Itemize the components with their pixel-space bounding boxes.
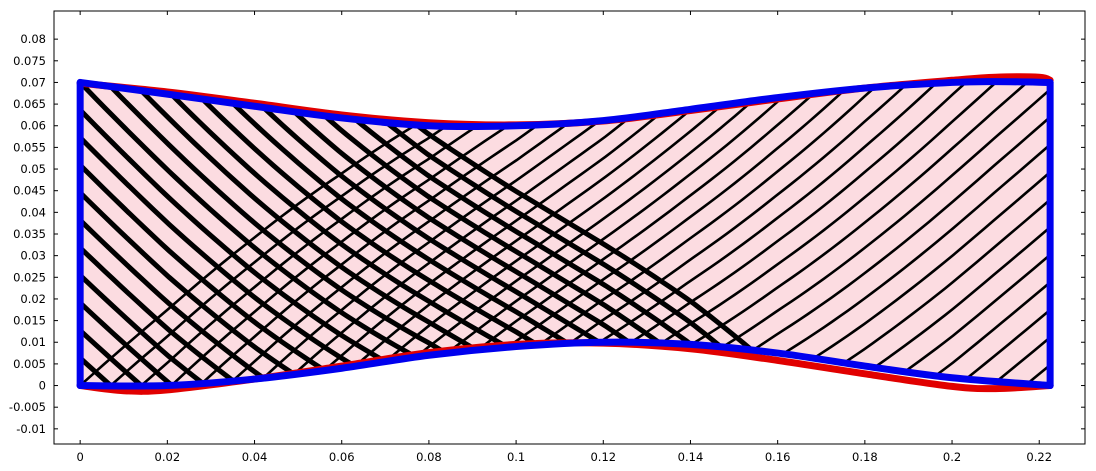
y-tick-label: 0.05 (20, 162, 46, 176)
x-tick-label: 0.18 (852, 450, 878, 464)
x-tick-label: 0.12 (590, 450, 616, 464)
y-tick-label: 0.065 (13, 97, 46, 111)
mesh-line-thin (992, 336, 1051, 386)
mesh-line-thin (232, 118, 575, 382)
mesh-line-thick (255, 99, 609, 349)
mesh-line-thick (80, 217, 269, 383)
y-tick-label: 0.01 (20, 335, 46, 349)
mesh-line-thin (903, 253, 1051, 374)
mesh-line-thick (134, 83, 479, 353)
mesh-line-thin (563, 84, 906, 348)
y-tick-label: 0.02 (20, 292, 46, 306)
mesh-line-thin (959, 308, 1051, 385)
plot-frame (53, 10, 1086, 445)
y-tick-label: 0.005 (13, 357, 46, 371)
y-axis: -0.01 -0.005 0 0.005 0.01 0.015 0.02 0.025 0.03 0… (9, 32, 1085, 436)
mesh-line-thin (200, 121, 543, 386)
mesh-line-thin (685, 81, 1036, 349)
y-tick-label: 0.035 (13, 227, 46, 241)
mesh-line-thin (596, 81, 939, 346)
mesh-line-thin (167, 124, 510, 386)
y-tick-label: -0.01 (16, 422, 46, 436)
mesh-line-thin (838, 198, 1051, 367)
boundary-lines (76, 73, 1054, 395)
y-tick-label: 0.03 (20, 249, 46, 263)
mesh-line-thin (531, 81, 882, 351)
y-tick-label: 0.07 (20, 75, 46, 89)
mesh-line-thick (80, 327, 148, 386)
mesh-line-thin (628, 81, 971, 345)
x-tick-label: 0.04 (242, 450, 268, 464)
x-axis: 0 0.02 0.04 0.06 0.08 0.1 0.12 0.14 0.16 0.18 0.2 0… (76, 11, 1052, 464)
mesh-line-thin (442, 95, 785, 358)
mesh-line-thin (410, 100, 753, 363)
mesh-line-thin (871, 225, 1051, 371)
y-tick-label: 0.06 (20, 119, 46, 133)
mesh-line-thin (135, 125, 478, 386)
mesh-line-thin (806, 170, 1051, 364)
mesh-line-thin (507, 85, 850, 349)
x-tick-label: 0.22 (1026, 450, 1052, 464)
mesh-line-thick (80, 300, 180, 386)
mesh-line-thin (749, 115, 1051, 353)
mesh-line-thin (652, 81, 1003, 350)
mesh-line-thick (376, 114, 730, 355)
mesh-line-thick (231, 101, 576, 350)
mesh-line-thick (80, 162, 334, 377)
mesh-line-thin (474, 90, 818, 353)
mesh-line-thin (935, 281, 1051, 376)
y-tick-label: 0.045 (13, 184, 46, 198)
mesh-line-thick (287, 105, 633, 346)
series-line-blue-top (76, 78, 1054, 131)
mesh-line-thick (320, 111, 665, 348)
y-tick-label: 0.08 (20, 32, 46, 46)
y-tick-label: 0.055 (13, 140, 46, 154)
mesh-lines (80, 81, 1051, 386)
x-tick-label: 0.16 (765, 450, 791, 464)
x-tick-label: 0.1 (507, 450, 525, 464)
mesh-line-thin (80, 121, 421, 386)
y-tick-label: 0.015 (13, 314, 46, 328)
series-line-blue-bottom (76, 338, 1054, 390)
x-tick-label: 0 (76, 450, 83, 464)
x-tick-label: 0.02 (155, 450, 181, 464)
mesh-line-thick (80, 190, 301, 380)
y-tick-label: 0.025 (13, 270, 46, 284)
mesh-line-thin (103, 120, 454, 386)
y-tick-label: 0 (39, 379, 46, 393)
mesh-line-thick (352, 116, 697, 350)
mesh-line-thin (717, 88, 1051, 351)
mesh-line-thin (782, 143, 1051, 355)
mesh-line-thick (409, 118, 754, 352)
x-tick-label: 0.2 (943, 450, 961, 464)
y-tick-label: 0.075 (13, 54, 46, 68)
x-tick-label: 0.08 (416, 450, 442, 464)
mesh-line-thick (80, 81, 423, 362)
x-tick-label: 0.14 (678, 450, 704, 464)
x-tick-label: 0.06 (329, 450, 355, 464)
y-tick-label: 0.04 (20, 205, 46, 219)
y-tick-label: -0.005 (9, 400, 46, 414)
